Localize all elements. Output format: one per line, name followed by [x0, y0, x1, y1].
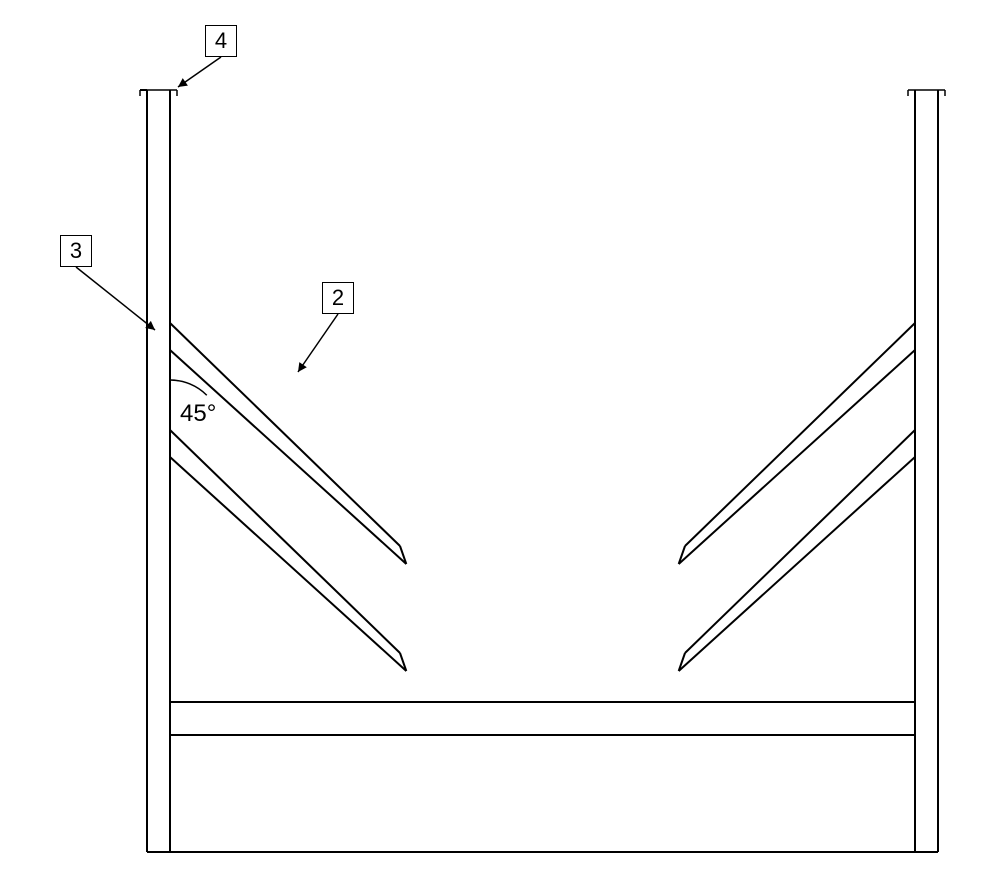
diagram-svg [0, 0, 1000, 887]
callout-label-3-text: 3 [70, 238, 82, 264]
callout-label-4-text: 4 [215, 28, 227, 54]
callout-label-2: 2 [322, 282, 354, 314]
angle-annotation: 45° [180, 400, 216, 428]
callout-label-4: 4 [205, 25, 237, 57]
callout-label-3: 3 [60, 235, 92, 267]
callout-label-2-text: 2 [332, 285, 344, 311]
diagram-container: 4 3 2 45° [0, 0, 1000, 887]
angle-annotation-text: 45° [180, 400, 216, 427]
